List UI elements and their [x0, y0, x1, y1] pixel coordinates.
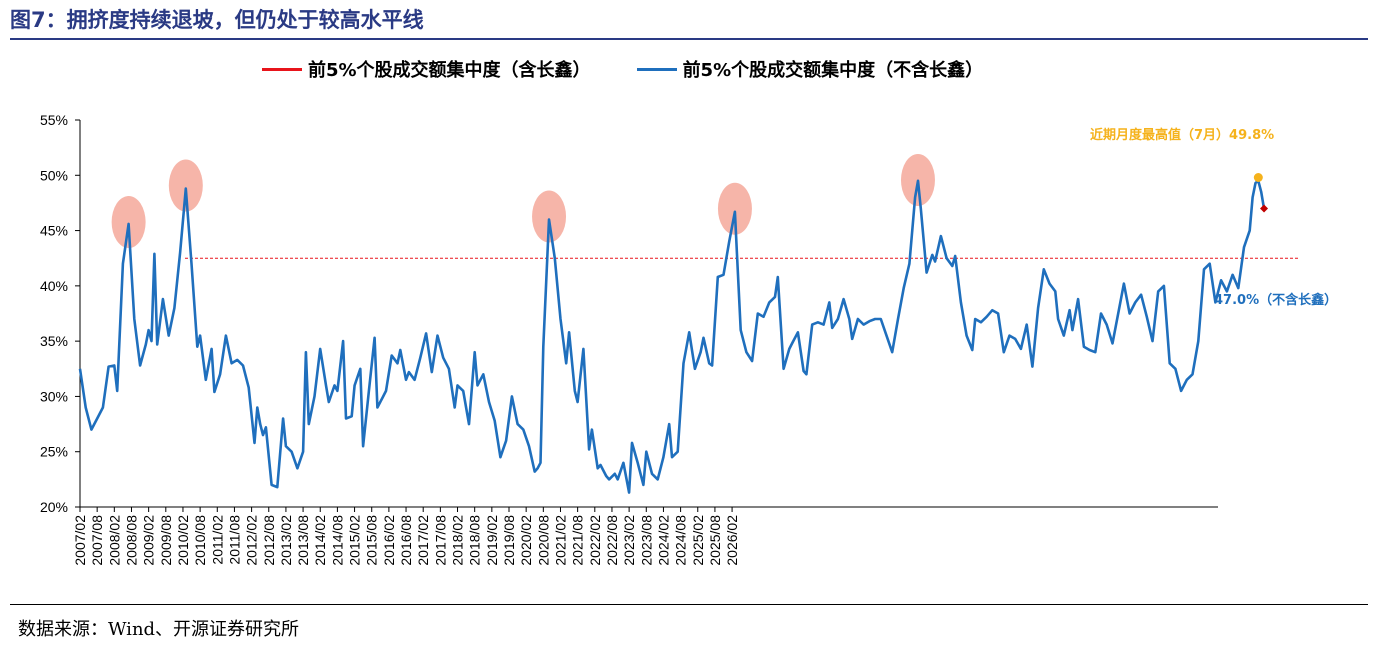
x-tick-label: 2014/08	[329, 515, 345, 566]
y-tick-label: 50%	[40, 167, 68, 183]
chart-legend: 前5%个股成交额集中度（含长鑫） 前5%个股成交额集中度（不含长鑫）	[262, 56, 1029, 82]
x-tick-label: 2025/02	[690, 515, 706, 566]
x-tick-label: 2015/08	[364, 515, 380, 566]
y-tick-label: 35%	[40, 333, 68, 349]
x-tick-label: 2023/02	[621, 515, 637, 566]
y-tick-label: 55%	[40, 112, 68, 128]
source-divider	[10, 604, 1368, 605]
x-tick-label: 2019/02	[484, 515, 500, 566]
x-tick-label: 2008/02	[106, 515, 122, 566]
x-tick-label: 2024/08	[673, 515, 689, 566]
y-tick-label: 40%	[40, 278, 68, 294]
x-tick-label: 2020/08	[535, 515, 551, 566]
x-tick-label: 2024/02	[655, 515, 671, 566]
annotation-latest-value: 47.0%（不含长鑫）	[1214, 292, 1337, 308]
x-tick-label: 2025/08	[707, 515, 723, 566]
peak-highlight-ellipse	[168, 159, 203, 212]
x-tick-label: 2009/02	[141, 515, 157, 566]
x-tick-label: 2007/02	[72, 515, 88, 566]
x-tick-label: 2023/08	[638, 515, 654, 566]
x-tick-label: 2016/08	[398, 515, 414, 566]
x-tick-label: 2012/02	[244, 515, 260, 566]
y-tick-label: 45%	[40, 223, 68, 239]
y-tick-label: 30%	[40, 388, 68, 404]
series-line-excluded	[78, 179, 1266, 494]
x-tick-label: 2026/02	[724, 515, 740, 566]
source-note: 数据来源：Wind、开源证券研究所	[18, 619, 300, 640]
x-tick-label: 2013/08	[295, 515, 311, 566]
x-tick-label: 2010/02	[175, 515, 191, 566]
y-tick-label: 20%	[40, 499, 68, 515]
legend-label-excluded: 前5%个股成交额集中度（不含长鑫）	[682, 60, 984, 81]
x-tick-label: 2018/02	[450, 515, 466, 566]
x-tick-label: 2014/02	[312, 515, 328, 566]
x-tick-label: 2022/08	[604, 515, 620, 566]
legend-item-included: 前5%个股成交额集中度（含长鑫）	[262, 56, 591, 82]
annotation-recent-high: 近期月度最高值（7月）49.8%	[1090, 127, 1274, 143]
x-tick-label: 2007/08	[89, 515, 105, 566]
recent-high-point	[1253, 172, 1263, 182]
x-tick-label: 2013/02	[278, 515, 294, 566]
x-tick-label: 2009/08	[158, 515, 174, 566]
x-tick-label: 2020/02	[518, 515, 534, 566]
x-tick-label: 2011/02	[209, 515, 225, 565]
latest-point-marker	[1260, 204, 1269, 213]
x-tick-label: 2021/08	[570, 515, 586, 566]
peak-highlight-ellipse	[532, 190, 567, 243]
legend-item-excluded: 前5%个股成交额集中度（不含长鑫）	[636, 56, 984, 82]
x-tick-label: 2015/02	[347, 515, 363, 566]
x-tick-label: 2018/08	[467, 515, 483, 566]
y-tick-label: 25%	[40, 444, 68, 460]
peak-highlight-ellipse	[111, 196, 146, 249]
peak-highlight-ellipse	[717, 182, 752, 235]
x-tick-label: 2021/02	[552, 515, 568, 566]
title-underline	[10, 38, 1368, 40]
x-tick-label: 2017/08	[432, 515, 448, 566]
x-tick-label: 2016/02	[381, 515, 397, 566]
x-tick-label: 2019/08	[501, 515, 517, 566]
x-tick-label: 2010/08	[192, 515, 208, 566]
legend-swatch-included	[262, 67, 302, 71]
figure-title: 图7：拥挤度持续退坡，但仍处于较高水平线	[10, 8, 424, 32]
x-tick-label: 2011/08	[226, 515, 242, 565]
x-tick-label: 2017/02	[415, 515, 431, 566]
x-tick-label: 2008/08	[123, 515, 139, 566]
legend-swatch-excluded	[636, 67, 677, 71]
x-tick-label: 2012/08	[261, 515, 277, 566]
legend-label-included: 前5%个股成交额集中度（含长鑫）	[308, 60, 591, 81]
x-tick-label: 2022/02	[587, 515, 603, 566]
